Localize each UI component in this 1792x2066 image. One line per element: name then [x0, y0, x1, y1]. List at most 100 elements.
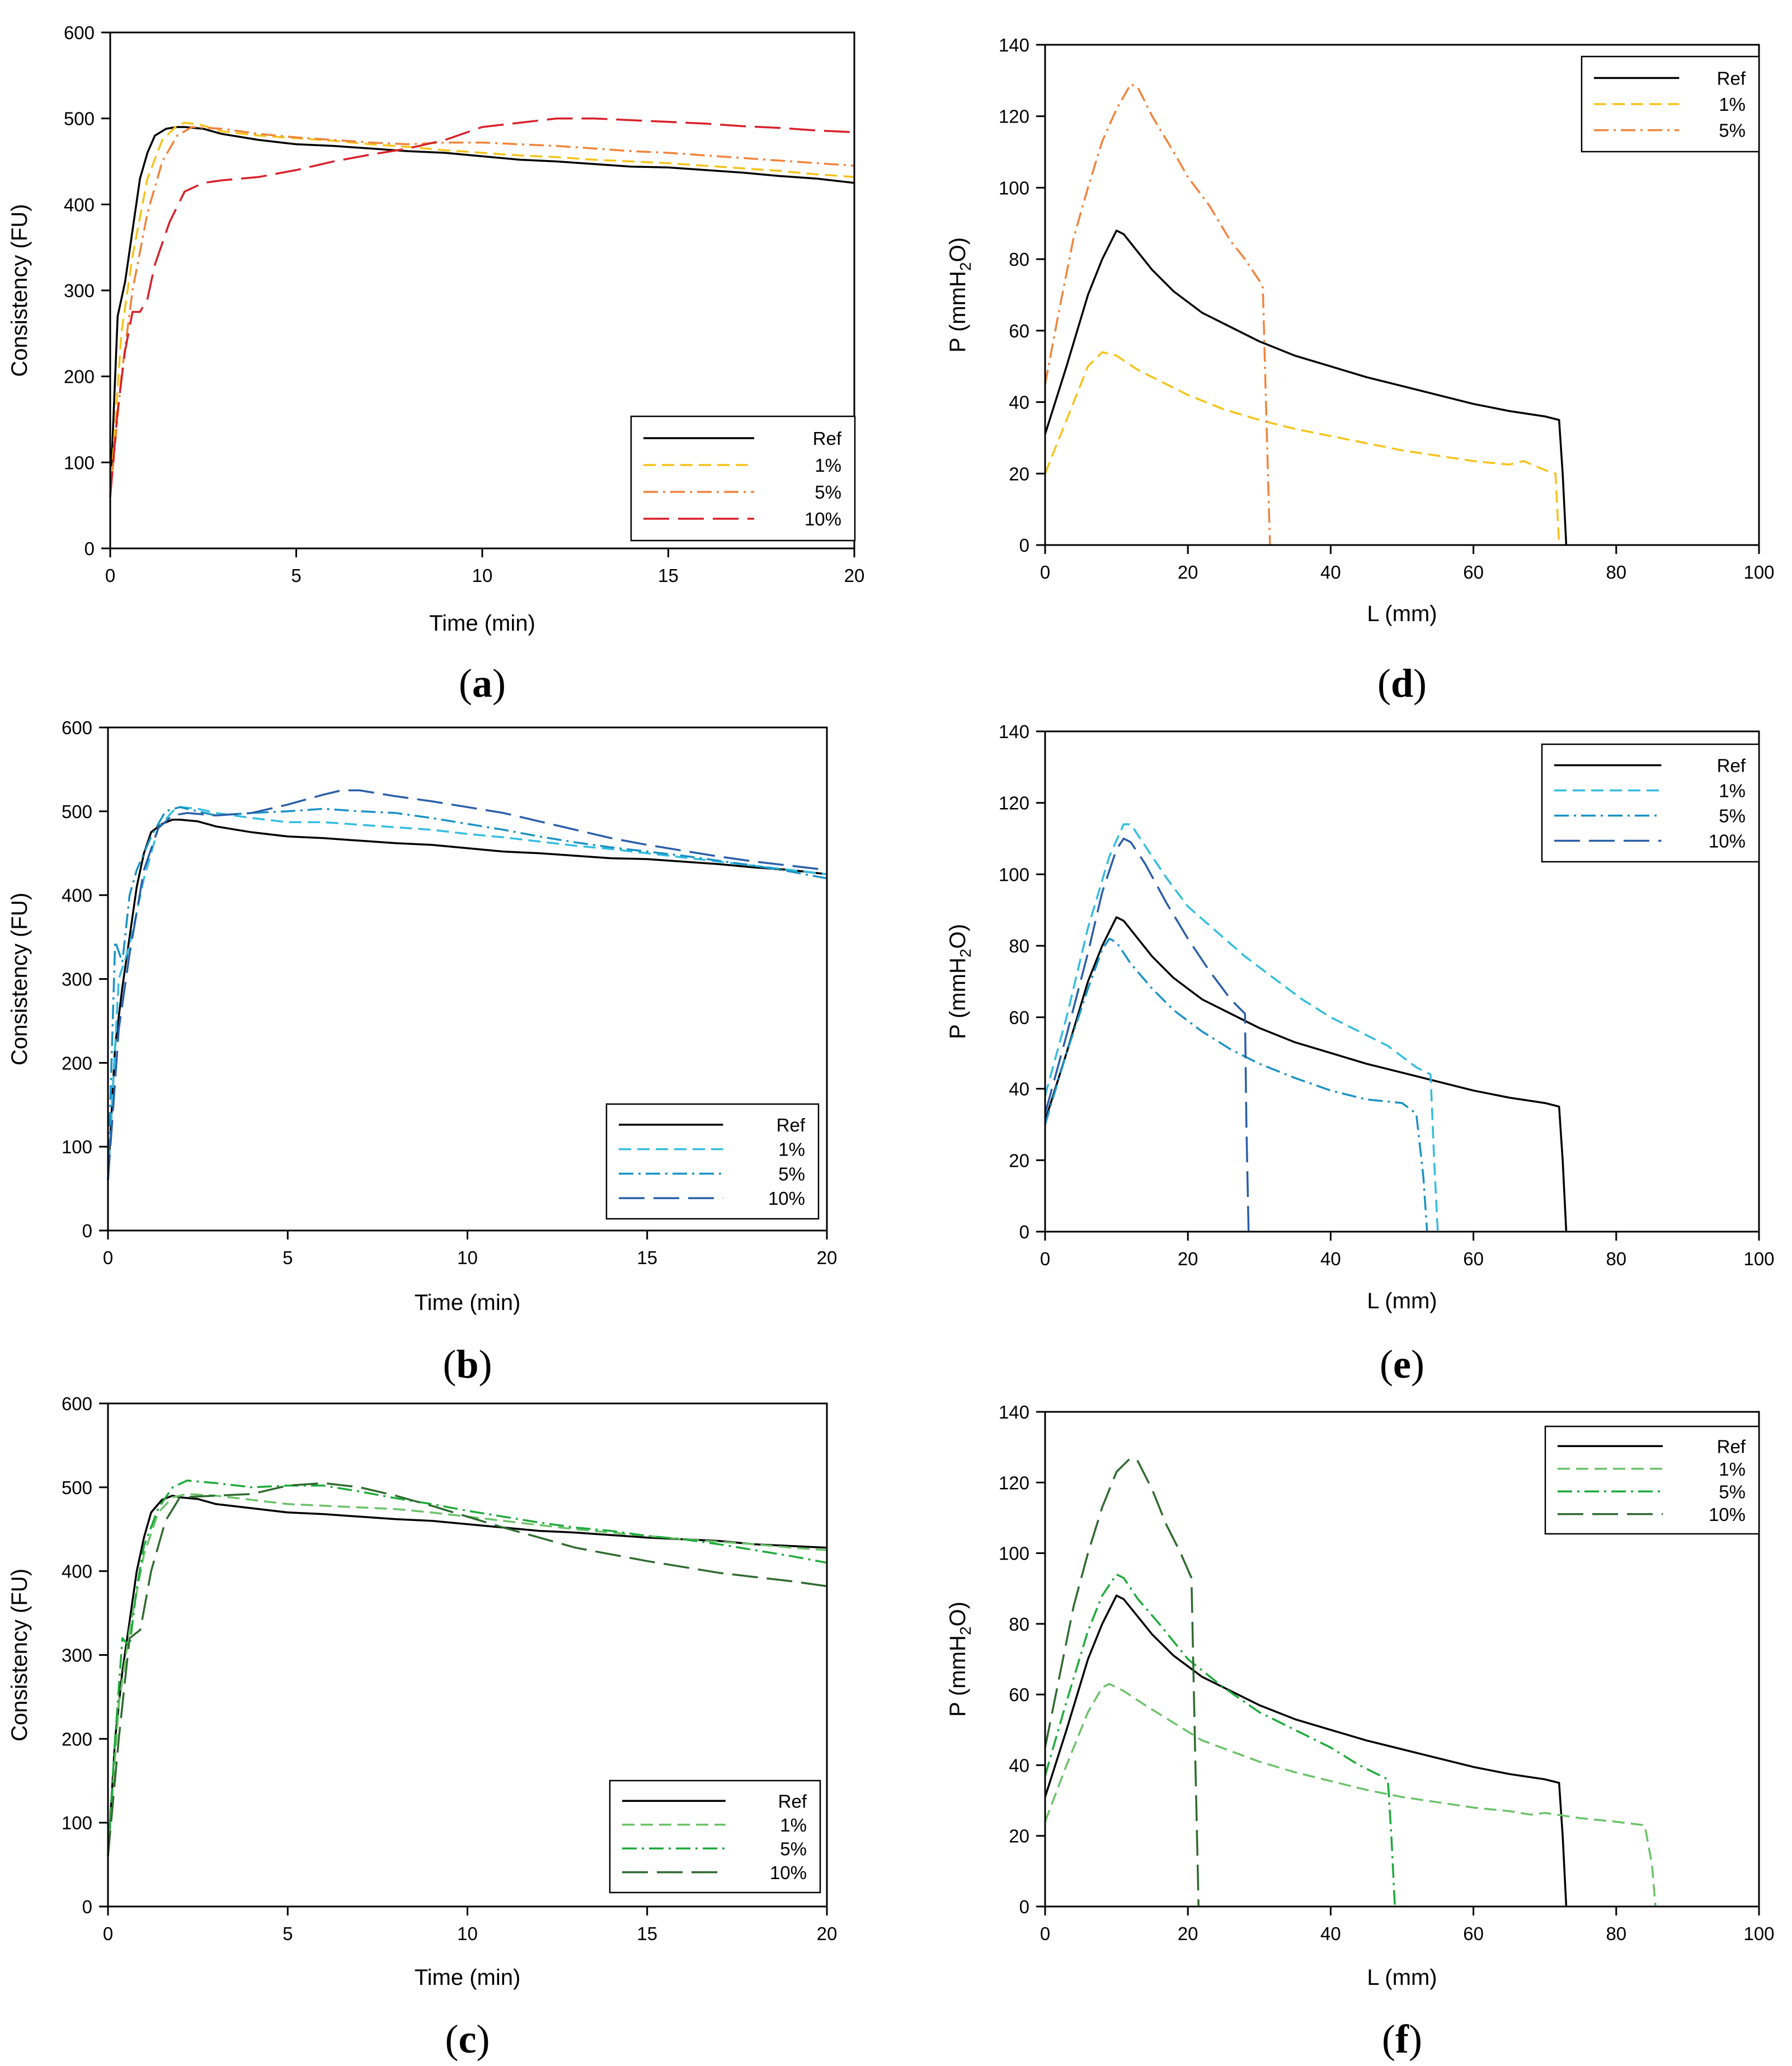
y-tick-label-b-6: 600: [62, 717, 92, 738]
x-axis-title-f: L (mm): [1367, 1965, 1437, 1990]
y-tick-label-b-1: 100: [62, 1137, 92, 1157]
x-tick-label-a-3: 15: [658, 565, 679, 586]
y-tick-label-a-6: 600: [64, 22, 95, 43]
y-tick-label-c-2: 200: [62, 1729, 92, 1749]
y-axis-title-c: Consistency (FU): [7, 1569, 32, 1741]
y-tick-label-c-4: 400: [62, 1561, 92, 1582]
y-tick-label-e-4: 80: [1009, 936, 1029, 956]
series-line-f-1: [1044, 1683, 1657, 1907]
x-tick-label-e-4: 80: [1606, 1248, 1626, 1269]
x-tick-label-b-4: 20: [817, 1247, 838, 1268]
series-line-c-1: [107, 1493, 827, 1857]
legend-label-e-3: 10%: [1709, 831, 1746, 852]
legend-label-f-3: 10%: [1709, 1504, 1746, 1525]
y-tick-label-f-2: 40: [1009, 1755, 1029, 1776]
panel-label-c: (c): [445, 2017, 490, 2062]
x-axis-title-b: Time (min): [415, 1290, 521, 1315]
x-tick-label-a-0: 0: [105, 565, 115, 586]
legend-label-a-2: 5%: [815, 482, 841, 503]
series-line-a-2: [109, 126, 855, 497]
panel-f-alveograph-chart: 0 20 40 60 80 100 0 20 40 60 80 100 120 140 Ref1%5%10…: [946, 1402, 1775, 2062]
x-tick-label-e-3: 60: [1463, 1248, 1484, 1269]
y-axis-title-b: Consistency (FU): [7, 893, 32, 1065]
series-line-c-3: [107, 1482, 827, 1857]
y-axis-title-e: P (mmH2O): [946, 924, 974, 1039]
x-tick-label-d-5: 100: [1743, 562, 1774, 583]
x-tick-label-f-5: 100: [1743, 1923, 1774, 1944]
series-line-a-3: [109, 117, 855, 497]
y-tick-label-c-6: 600: [62, 1393, 92, 1414]
legend-label-b-3: 10%: [768, 1188, 805, 1209]
legend-box-a: [630, 415, 856, 542]
x-tick-label-e-1: 20: [1178, 1248, 1198, 1269]
x-tick-label-f-4: 80: [1606, 1923, 1626, 1944]
y-tick-label-a-4: 400: [64, 194, 95, 215]
x-tick-label-f-3: 60: [1463, 1923, 1484, 1944]
y-tick-label-a-2: 200: [64, 367, 95, 387]
legend-label-c-0: Ref: [778, 1791, 807, 1811]
series-line-a-1: [109, 121, 855, 497]
y-tick-label-d-7: 140: [999, 35, 1029, 55]
y-tick-label-c-0: 0: [82, 1896, 92, 1917]
legend-label-b-0: Ref: [777, 1115, 806, 1135]
x-tick-label-c-4: 20: [817, 1923, 838, 1944]
series-line-d-2: [1044, 83, 1271, 546]
series-line-c-2: [107, 1480, 827, 1857]
x-tick-label-e-2: 40: [1320, 1248, 1341, 1269]
y-tick-label-d-2: 40: [1009, 392, 1029, 413]
series-line-d-1: [1044, 351, 1560, 546]
y-tick-label-b-4: 400: [62, 885, 92, 906]
x-tick-label-b-1: 5: [283, 1247, 293, 1268]
x-tick-label-c-0: 0: [103, 1923, 113, 1944]
x-tick-label-c-3: 15: [637, 1923, 657, 1944]
y-tick-label-e-7: 140: [999, 721, 1029, 742]
y-tick-label-b-0: 0: [82, 1220, 92, 1241]
plot-frame-e: [1044, 730, 1760, 1233]
legend-label-a-0: Ref: [813, 428, 842, 449]
series-line-d-0: [1044, 229, 1568, 546]
series-line-f-3: [1044, 1457, 1200, 1907]
panel-label-e: (e): [1380, 1342, 1424, 1387]
y-tick-label-d-1: 20: [1009, 463, 1029, 484]
x-axis-title-e: L (mm): [1367, 1289, 1437, 1313]
y-tick-label-e-3: 60: [1009, 1007, 1029, 1028]
panel-label-a: (a): [459, 661, 506, 706]
x-tick-label-b-3: 15: [637, 1247, 657, 1268]
y-tick-label-a-0: 0: [84, 538, 95, 559]
legend-label-b-1: 1%: [778, 1139, 805, 1160]
panel-e-alveograph-chart: 0 20 40 60 80 100 0 20 40 60 80 100 120 140 Ref 1% 5% 10…: [946, 721, 1775, 1387]
y-tick-label-d-5: 100: [999, 177, 1029, 198]
y-tick-label-d-3: 60: [1009, 321, 1029, 341]
y-tick-label-f-3: 60: [1009, 1684, 1029, 1705]
series-line-c-0: [107, 1495, 827, 1857]
legend-label-f-1: 1%: [1719, 1459, 1746, 1480]
legend-label-a-1: 1%: [815, 455, 841, 476]
x-axis-title-d: L (mm): [1367, 602, 1437, 626]
y-tick-label-e-6: 120: [999, 793, 1029, 814]
x-tick-label-b-0: 0: [103, 1247, 113, 1268]
y-tick-label-b-5: 500: [62, 801, 92, 822]
y-tick-label-c-5: 500: [62, 1477, 92, 1498]
y-tick-label-b-2: 200: [62, 1053, 92, 1073]
y-tick-label-e-2: 40: [1009, 1079, 1029, 1100]
y-tick-label-e-5: 100: [999, 864, 1029, 885]
y-tick-label-a-5: 500: [64, 109, 95, 129]
x-tick-label-e-5: 100: [1743, 1248, 1774, 1269]
legend-label-c-2: 5%: [780, 1838, 807, 1859]
x-tick-label-a-4: 20: [844, 565, 865, 586]
legend-label-d-0: Ref: [1717, 68, 1746, 88]
x-tick-label-a-1: 5: [291, 565, 301, 586]
series-line-f-0: [1044, 1594, 1568, 1907]
y-tick-label-e-0: 0: [1019, 1222, 1029, 1242]
y-tick-label-f-7: 140: [999, 1402, 1029, 1422]
y-tick-label-f-4: 80: [1009, 1614, 1029, 1635]
x-tick-label-d-4: 80: [1606, 562, 1626, 583]
y-axis-title-d: P (mmH2O): [946, 237, 974, 353]
x-tick-label-d-0: 0: [1040, 562, 1050, 583]
y-tick-label-f-6: 120: [999, 1472, 1029, 1493]
legend-label-c-1: 1%: [780, 1815, 807, 1835]
y-axis-title-a: Consistency (FU): [7, 204, 32, 377]
